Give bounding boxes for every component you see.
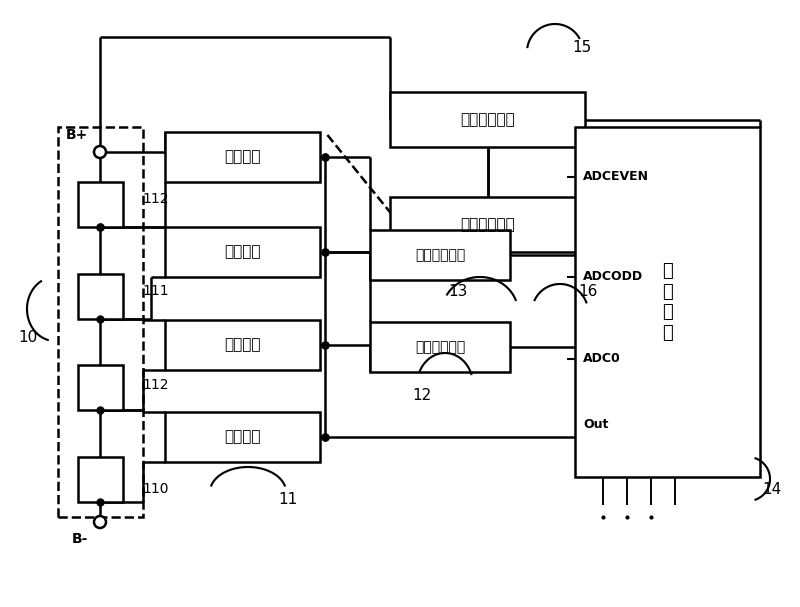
Text: 第一运放单元: 第一运放单元 (415, 340, 465, 354)
FancyBboxPatch shape (165, 412, 320, 462)
FancyBboxPatch shape (165, 132, 320, 182)
Text: B-: B- (72, 532, 88, 546)
Text: 电源转换单元: 电源转换单元 (460, 112, 515, 127)
FancyBboxPatch shape (78, 365, 123, 410)
Text: ADC0: ADC0 (583, 353, 621, 365)
FancyBboxPatch shape (78, 182, 123, 227)
Text: 开关单元: 开关单元 (224, 245, 261, 260)
Text: 112: 112 (142, 192, 169, 206)
FancyBboxPatch shape (370, 322, 510, 372)
FancyBboxPatch shape (78, 274, 123, 319)
FancyBboxPatch shape (370, 230, 510, 280)
Text: 第二运放单元: 第二运放单元 (415, 248, 465, 262)
Text: 112: 112 (142, 378, 169, 392)
Text: 10: 10 (18, 330, 38, 345)
Text: ADCEVEN: ADCEVEN (583, 171, 649, 183)
Circle shape (94, 516, 106, 528)
Text: 控
制
单
元: 控 制 单 元 (662, 262, 673, 342)
Text: 12: 12 (413, 387, 432, 402)
Circle shape (94, 146, 106, 158)
FancyBboxPatch shape (390, 92, 585, 147)
FancyBboxPatch shape (165, 320, 320, 370)
Text: B+: B+ (66, 128, 88, 142)
Text: 11: 11 (278, 492, 298, 506)
Text: 开关单元: 开关单元 (224, 337, 261, 353)
FancyBboxPatch shape (165, 227, 320, 277)
Text: 开关单元: 开关单元 (224, 430, 261, 444)
Text: 14: 14 (762, 481, 782, 497)
Text: 110: 110 (142, 482, 169, 496)
Text: 15: 15 (572, 39, 591, 55)
FancyBboxPatch shape (575, 127, 760, 477)
Text: 13: 13 (449, 285, 468, 299)
Text: ADCODD: ADCODD (583, 271, 643, 283)
Text: 111: 111 (142, 284, 169, 298)
FancyBboxPatch shape (390, 197, 585, 252)
Text: 16: 16 (578, 285, 598, 299)
Text: 开关单元: 开关单元 (224, 149, 261, 164)
Text: 开关控制单元: 开关控制单元 (460, 217, 515, 232)
Text: Out: Out (583, 418, 608, 432)
FancyBboxPatch shape (78, 457, 123, 502)
